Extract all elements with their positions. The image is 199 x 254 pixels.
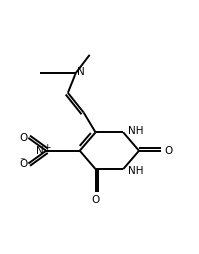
Text: NH: NH <box>128 126 143 136</box>
Text: ⁻: ⁻ <box>20 156 25 167</box>
Text: O: O <box>91 195 100 205</box>
Text: NH: NH <box>128 166 143 176</box>
Text: N: N <box>36 146 44 156</box>
Text: O: O <box>20 158 28 169</box>
Text: +: + <box>43 143 50 152</box>
Text: O: O <box>20 133 28 143</box>
Text: N: N <box>77 67 85 77</box>
Text: O: O <box>164 146 173 156</box>
